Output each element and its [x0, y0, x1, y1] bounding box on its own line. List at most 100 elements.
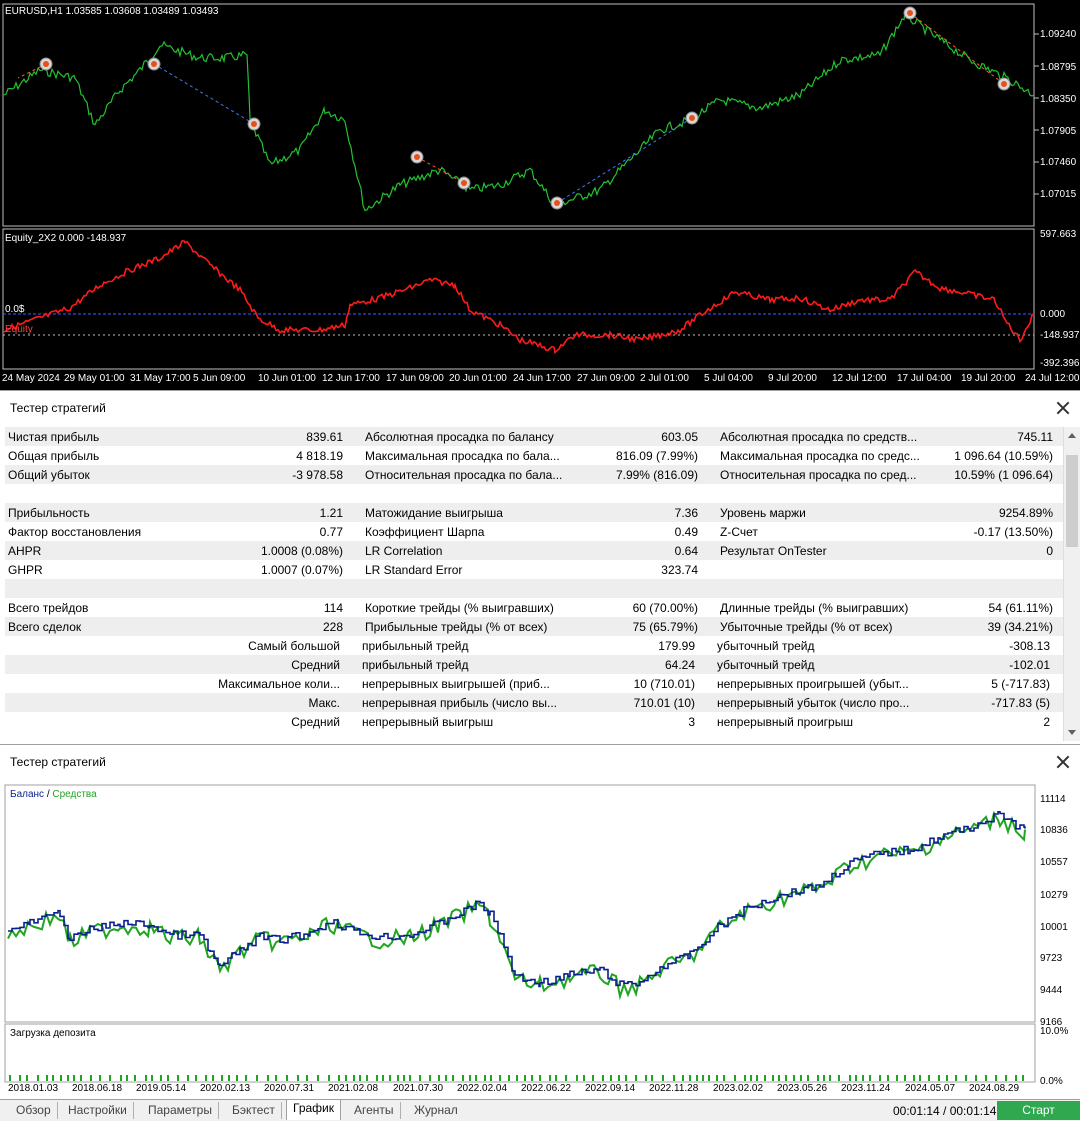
load-tick: 0.0%: [1040, 1076, 1063, 1087]
stats-row: Средний непрерывный выигрыш 3 непрерывный п…: [5, 712, 1063, 731]
stat-value: 1.21: [319, 505, 343, 520]
time-tick: 29 May 01:00: [64, 373, 125, 384]
stat-value: 839.61: [306, 429, 343, 444]
stats-row: Общий убыток -3 978.58 Относительная проса…: [5, 465, 1063, 484]
price-tick: 1.07905: [1040, 126, 1077, 137]
stat-label: Прибыльные трейды (% от всех): [365, 619, 548, 634]
balance-date-tick: 2022.09.14: [585, 1083, 636, 1094]
zero-label: 0.0$: [5, 304, 25, 315]
stat-value: 9254.89%: [998, 505, 1053, 520]
price-chart-canvas[interactable]: [0, 0, 1080, 390]
stat-label: Чистая прибыль: [8, 429, 100, 444]
time-tick: 5 Jul 04:00: [704, 373, 753, 384]
balance-panel-title: Тестер стратегий: [10, 755, 106, 769]
price-tick: 1.08350: [1040, 94, 1077, 105]
balance-chart-canvas[interactable]: [0, 745, 1080, 1100]
stat-label: непрерывный выигрыш: [362, 714, 494, 729]
stat-value: 603.05: [661, 429, 698, 444]
stats-row: GHPR 1.0007 (0.07%) LR Standard Error 323.7…: [5, 560, 1063, 579]
balance-y-tick: 10279: [1040, 890, 1068, 901]
trade-marker-dot: [151, 61, 157, 67]
stat-label: Коэффициент Шарпа: [365, 524, 485, 539]
balance-chart-panel: Тестер стратегий Баланс / Средства Загру…: [0, 744, 1080, 1100]
balance-date-tick: 2023.02.02: [713, 1083, 764, 1094]
stat-label: Абсолютная просадка по средств...: [720, 429, 918, 444]
balance-date-tick: 2020.07.31: [264, 1083, 315, 1094]
stats-row: Прибыльность 1.21 Матожидание выигрыша 7.36…: [5, 503, 1063, 522]
stats-scrollbar[interactable]: [1063, 427, 1080, 741]
tab-overview[interactable]: Обзор: [10, 1102, 58, 1119]
time-tick: 17 Jun 09:00: [386, 373, 444, 384]
stats-row: [5, 579, 1063, 598]
tab-parameters[interactable]: Параметры: [142, 1102, 219, 1119]
stat-label: Длинные трейды (% выигравших): [720, 600, 909, 615]
stat-label: Фактор восстановления: [8, 524, 142, 539]
tab-agents[interactable]: Агенты: [348, 1102, 401, 1119]
trade-marker-dot: [554, 200, 560, 206]
stat-value: 228: [322, 619, 343, 634]
stat-value: 745.11: [1017, 429, 1053, 444]
balance-y-tick: 10001: [1040, 922, 1068, 933]
stat-label: LR Correlation: [365, 543, 443, 558]
tab-graph[interactable]: График: [286, 1099, 341, 1120]
price-line: [3, 10, 1035, 212]
stat-label: Результат OnTester: [720, 543, 827, 558]
stat-value: 10 (710.01): [633, 676, 695, 691]
stat-label: Максимальное коли...: [218, 676, 340, 691]
stat-value: 114: [323, 600, 343, 615]
stat-label: Самый большой: [248, 638, 340, 653]
load-frame: [4, 1023, 1036, 1083]
stat-label: AHPR: [8, 543, 42, 558]
trade-marker-dot: [43, 61, 49, 67]
stat-value: 3: [688, 714, 695, 729]
scroll-up-icon[interactable]: [1068, 433, 1076, 438]
time-tick: 12 Jun 17:00: [322, 373, 380, 384]
stats-row: Всего трейдов 114 Короткие трейды (% выигр…: [5, 598, 1063, 617]
stat-value: 710.01 (10): [633, 695, 695, 710]
trade-marker-dot: [1001, 81, 1007, 87]
equity-tick: 0.000: [1040, 309, 1066, 320]
stat-label: прибыльный трейд: [362, 638, 469, 653]
stat-value: 4 818.19: [296, 448, 343, 463]
stat-value: 1 096.64 (10.59%): [954, 448, 1053, 463]
balance-date-tick: 2022.06.22: [521, 1083, 572, 1094]
price-chart-window[interactable]: EURUSD,H1 1.03585 1.03608 1.03489 1.0349…: [0, 0, 1080, 390]
stat-value: 7.99% (816.09): [615, 467, 698, 482]
stat-label: Всего сделок: [8, 619, 82, 634]
time-tick: 17 Jul 04:00: [897, 373, 952, 384]
stat-value: -717.83 (5): [991, 695, 1050, 710]
stats-row: [5, 484, 1063, 503]
time-tick: 24 Jul 12:00: [1025, 373, 1080, 384]
stat-label: Максимальная просадка по бала...: [365, 448, 560, 463]
time-tick: 24 Jun 17:00: [513, 373, 571, 384]
stat-label: Прибыльность: [8, 505, 90, 520]
scroll-thumb[interactable]: [1066, 455, 1078, 547]
symbol-caption: EURUSD,H1 1.03585 1.03608 1.03489 1.0349…: [5, 6, 219, 17]
start-button[interactable]: Старт: [997, 1101, 1080, 1120]
stat-value: 0.49: [674, 524, 698, 539]
equity-frame: [2, 228, 1035, 370]
tab-settings[interactable]: Настройки: [62, 1102, 134, 1119]
tab-backtest[interactable]: Бэктест: [226, 1102, 282, 1119]
stat-label: GHPR: [8, 562, 43, 577]
close-icon[interactable]: [1056, 401, 1070, 415]
trade-marker-dot: [461, 180, 467, 186]
stat-value: 179.99: [658, 638, 695, 653]
price-tick: 1.07015: [1040, 189, 1077, 200]
stat-value: 54 (61.11%): [988, 600, 1053, 615]
tab-journal[interactable]: Журнал: [414, 1103, 458, 1117]
stat-label: Относительная просадка по бала...: [365, 467, 563, 482]
stat-value: -102.01: [1009, 657, 1050, 672]
chart-legend: Баланс / Средства: [10, 789, 97, 800]
balance-frame: [4, 784, 1036, 1023]
trade-line: [153, 63, 255, 125]
stat-label: Общий убыток: [8, 467, 90, 482]
scroll-down-icon[interactable]: [1068, 730, 1076, 735]
stat-label: LR Standard Error: [365, 562, 463, 577]
time-tick: 5 Jun 09:00: [193, 373, 246, 384]
time-tick: 9 Jul 20:00: [768, 373, 817, 384]
stat-label: прибыльный трейд: [362, 657, 469, 672]
time-tick: 10 Jun 01:00: [258, 373, 316, 384]
balance-y-tick: 10557: [1040, 857, 1068, 868]
stat-label: убыточный трейд: [717, 657, 815, 672]
